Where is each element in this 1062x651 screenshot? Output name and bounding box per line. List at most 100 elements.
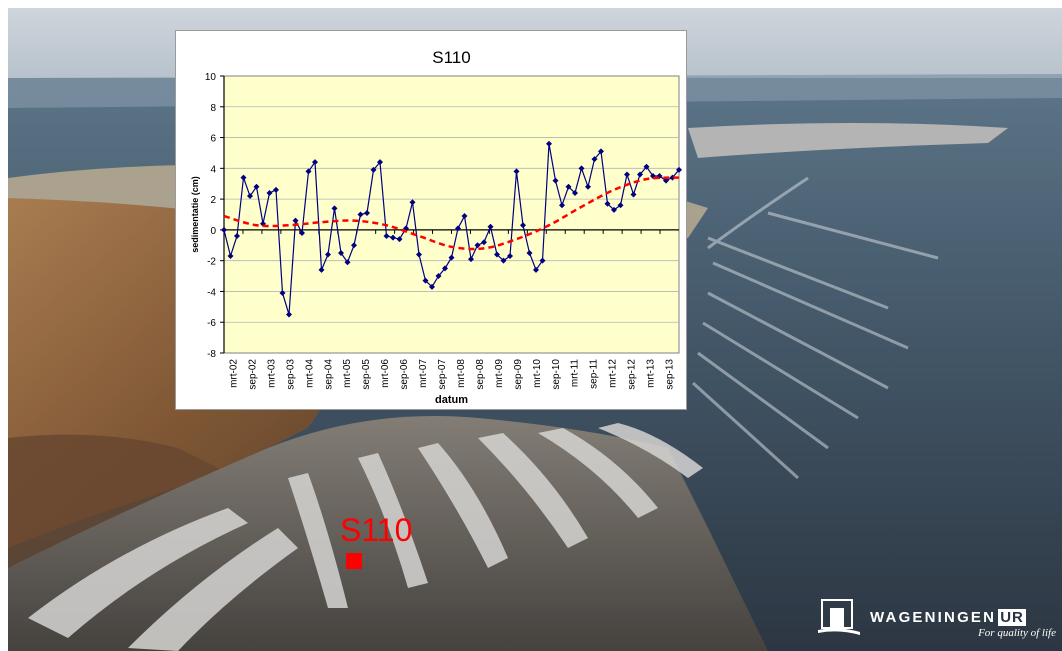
chart-title: S110 [432,48,470,67]
data-point [637,171,643,178]
data-point [409,199,416,206]
data-point [305,168,312,175]
data-point [351,242,357,249]
data-point [279,289,286,296]
x-tick-label: mrt-09 [494,359,505,388]
data-point [604,200,611,207]
x-tick-label: mrt-04 [304,359,315,388]
data-point [435,273,442,280]
data-point [227,253,234,260]
x-tick-label: sep-06 [399,359,410,390]
logo-name: WAGENINGEN [870,609,997,626]
x-tick-label: mrt-11 [570,359,581,388]
building-logo-icon [818,599,860,635]
logo-wordmark: WAGENINGEN UR [870,609,1026,626]
x-tick-label: mrt-08 [456,359,467,388]
data-point [292,217,299,224]
x-tick-label: sep-03 [285,359,296,390]
data-point [461,213,468,220]
data-point [507,253,513,260]
data-point [468,256,474,263]
x-tick-label: mrt-10 [532,359,543,388]
data-point [578,165,585,172]
data-point [331,205,338,212]
data-point [643,163,650,170]
data-point [455,225,461,232]
data-point [520,222,526,229]
data-point [377,159,383,166]
x-tick-label: sep-12 [627,359,638,390]
x-tick-label: sep-04 [323,359,334,390]
data-point [442,265,448,272]
data-point [552,177,559,184]
data-point [663,177,669,184]
data-point [546,140,552,147]
data-point [396,236,403,243]
station-label: S110 [340,512,413,548]
data-point [247,193,253,200]
data-point [481,239,487,246]
data-point [572,189,578,196]
chart-panel: -8 -6 -4 -2 0 2 4 6 8 10 mrt-02 sep-02 mrt-03 sep-03… [175,30,687,410]
x-tick-label: sep-02 [247,359,258,390]
data-point [390,234,396,241]
y-tick-label: 0 [210,226,216,237]
data-point [273,186,279,193]
data-point [318,266,325,273]
x-tick-label: sep-11 [589,359,600,389]
data-point [416,251,422,258]
x-tick-label: mrt-03 [266,359,277,388]
data-point [344,259,351,266]
data-point [338,249,344,256]
x-tick-label: mrt-02 [228,359,239,388]
data-point [611,206,617,213]
data-point [383,233,390,240]
y-tick-label: -2 [207,257,216,268]
data-point [559,202,565,209]
sedimentation-chart: -8 -6 -4 -2 0 2 4 6 8 10 mrt-02 sep-02 mrt-03 sep-03… [190,48,682,406]
data-point [474,242,481,249]
logo-tagline: For quality of life [978,627,1056,639]
y-tick-label: 10 [205,72,217,83]
data-point [624,171,630,178]
data-point [585,183,591,190]
y-tick-label: 2 [210,195,216,206]
y-tick-label: -6 [207,318,216,329]
y-tick-label: -8 [207,349,216,360]
data-point [494,251,500,258]
x-tick-label: sep-05 [361,359,372,390]
data-point [357,211,364,218]
data-point [526,249,533,256]
data-point [676,166,682,173]
data-point [565,183,572,190]
data-point [487,223,494,230]
plot-area [223,75,680,354]
x-tick-label: mrt-06 [380,359,391,388]
data-point [422,277,429,284]
data-point [630,191,637,198]
x-tick-label: sep-07 [437,359,448,390]
wageningen-logo: WAGENINGEN UR For quality of life [818,596,1058,640]
y-tick-label: -4 [207,287,216,298]
x-tick-label: sep-10 [551,359,562,390]
y-axis-label: sedimentatie (cm) [190,176,200,253]
data-point [500,257,507,264]
data-point [513,168,520,175]
data-point [539,257,546,264]
x-tick-label: mrt-07 [418,359,429,388]
y-tick-label: 6 [210,134,216,145]
y-tick-label: 4 [210,164,216,175]
data-point [286,311,292,318]
x-axis-label: datum [435,394,468,406]
data-point [533,266,539,273]
x-tick-label: sep-09 [513,359,524,390]
y-tick-label: 8 [210,103,216,114]
data-point [253,183,260,190]
data-point [669,174,676,181]
data-point [221,226,227,233]
data-point [429,283,435,290]
data-point [240,174,247,181]
data-point [234,233,240,240]
data-point [370,166,377,173]
